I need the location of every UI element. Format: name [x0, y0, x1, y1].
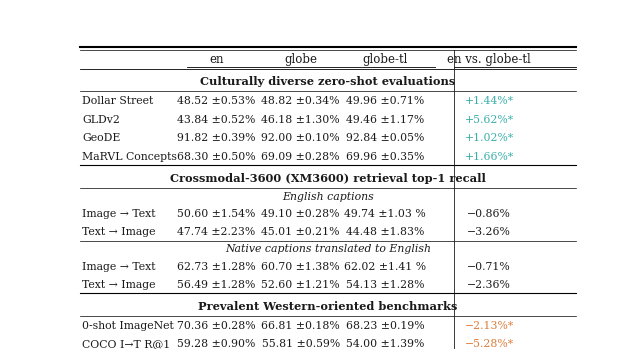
Text: Text → Image: Text → Image	[83, 280, 156, 290]
Text: COCO I→T R@1: COCO I→T R@1	[83, 340, 171, 349]
Text: 44.48 ±1.83%: 44.48 ±1.83%	[346, 227, 424, 237]
Text: 52.60 ±1.21%: 52.60 ±1.21%	[261, 280, 340, 290]
Text: Native captions translated to English: Native captions translated to English	[225, 244, 431, 254]
Text: Image → Text: Image → Text	[83, 209, 156, 219]
Text: English captions: English captions	[282, 192, 374, 202]
Text: 56.49 ±1.28%: 56.49 ±1.28%	[177, 280, 255, 290]
Text: 62.02 ±1.41 %: 62.02 ±1.41 %	[344, 262, 426, 272]
Text: 45.01 ±0.21%: 45.01 ±0.21%	[262, 227, 340, 237]
Text: 92.84 ±0.05%: 92.84 ±0.05%	[346, 133, 424, 143]
Text: 68.30 ±0.50%: 68.30 ±0.50%	[177, 152, 256, 162]
Text: 49.74 ±1.03 %: 49.74 ±1.03 %	[344, 209, 426, 219]
Text: MaRVL Concepts: MaRVL Concepts	[83, 152, 177, 162]
Text: 69.09 ±0.28%: 69.09 ±0.28%	[262, 152, 340, 162]
Text: 46.18 ±1.30%: 46.18 ±1.30%	[261, 115, 340, 125]
Text: 50.60 ±1.54%: 50.60 ±1.54%	[177, 209, 255, 219]
Text: 92.00 ±0.10%: 92.00 ±0.10%	[261, 133, 340, 143]
Text: Image → Text: Image → Text	[83, 262, 156, 272]
Text: en vs. globe-tl: en vs. globe-tl	[447, 53, 531, 66]
Text: Culturally diverse zero-shot evaluations: Culturally diverse zero-shot evaluations	[200, 76, 456, 87]
Text: +1.02%*: +1.02%*	[465, 133, 514, 143]
Text: −2.36%: −2.36%	[467, 280, 511, 290]
Text: Text → Image: Text → Image	[83, 227, 156, 237]
Text: GLDv2: GLDv2	[83, 115, 120, 125]
Text: 59.28 ±0.90%: 59.28 ±0.90%	[177, 340, 255, 349]
Text: globe-tl: globe-tl	[362, 53, 408, 66]
Text: Prevalent Western-oriented benchmarks: Prevalent Western-oriented benchmarks	[198, 301, 458, 312]
Text: 48.82 ±0.34%: 48.82 ±0.34%	[262, 96, 340, 106]
Text: 49.46 ±1.17%: 49.46 ±1.17%	[346, 115, 424, 125]
Text: 47.74 ±2.23%: 47.74 ±2.23%	[177, 227, 255, 237]
Text: 49.96 ±0.71%: 49.96 ±0.71%	[346, 96, 424, 106]
Text: 69.96 ±0.35%: 69.96 ±0.35%	[346, 152, 424, 162]
Text: 54.13 ±1.28%: 54.13 ±1.28%	[346, 280, 424, 290]
Text: Dollar Street: Dollar Street	[83, 96, 154, 106]
Text: 54.00 ±1.39%: 54.00 ±1.39%	[346, 340, 424, 349]
Text: +5.62%*: +5.62%*	[465, 115, 514, 125]
Text: 68.23 ±0.19%: 68.23 ±0.19%	[346, 321, 424, 331]
Text: 55.81 ±0.59%: 55.81 ±0.59%	[262, 340, 340, 349]
Text: 43.84 ±0.52%: 43.84 ±0.52%	[177, 115, 255, 125]
Text: −2.13%*: −2.13%*	[465, 321, 514, 331]
Text: en: en	[209, 53, 223, 66]
Text: 60.70 ±1.38%: 60.70 ±1.38%	[261, 262, 340, 272]
Text: Crossmodal-3600 (XM3600) retrieval top-1 recall: Crossmodal-3600 (XM3600) retrieval top-1…	[170, 173, 486, 184]
Text: −5.28%*: −5.28%*	[465, 340, 514, 349]
Text: +1.66%*: +1.66%*	[465, 152, 514, 162]
Text: +1.44%*: +1.44%*	[465, 96, 514, 106]
Text: −3.26%: −3.26%	[467, 227, 511, 237]
Text: globe: globe	[284, 53, 317, 66]
Text: 49.10 ±0.28%: 49.10 ±0.28%	[262, 209, 340, 219]
Text: −0.71%: −0.71%	[467, 262, 511, 272]
Text: GeoDE: GeoDE	[83, 133, 121, 143]
Text: −0.86%: −0.86%	[467, 209, 511, 219]
Text: 0-shot ImageNet: 0-shot ImageNet	[83, 321, 174, 331]
Text: 91.82 ±0.39%: 91.82 ±0.39%	[177, 133, 255, 143]
Text: 66.81 ±0.18%: 66.81 ±0.18%	[261, 321, 340, 331]
Text: 70.36 ±0.28%: 70.36 ±0.28%	[177, 321, 256, 331]
Text: 62.73 ±1.28%: 62.73 ±1.28%	[177, 262, 256, 272]
Text: 48.52 ±0.53%: 48.52 ±0.53%	[177, 96, 255, 106]
